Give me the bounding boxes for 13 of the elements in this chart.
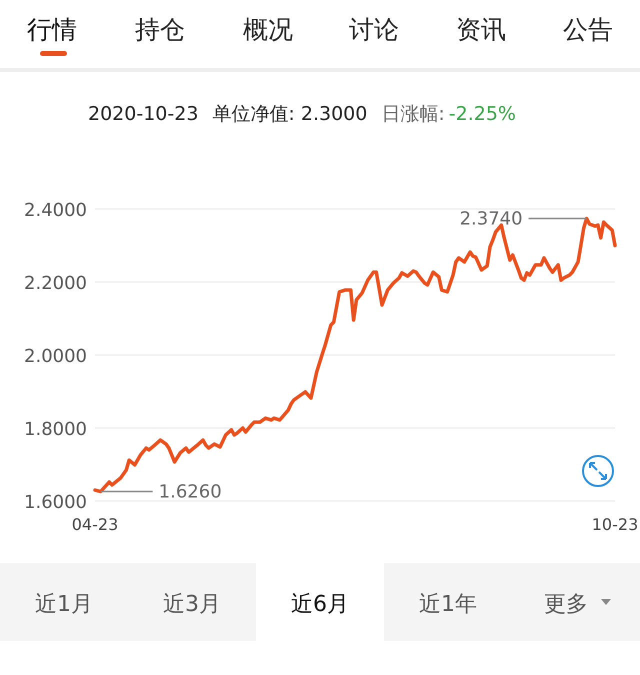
ytick: 2.4000 — [24, 200, 87, 221]
change-value: -2.25% — [448, 103, 516, 125]
change-label: 日涨幅: — [381, 103, 445, 125]
point-note: 1.6260 — [158, 482, 222, 502]
point-note: 2.3740 — [460, 208, 523, 230]
ytick: 2.2000 — [24, 273, 87, 294]
xtick: 04-23 — [72, 515, 118, 534]
title: 2020-10-23 — [88, 103, 198, 125]
ytick: 1.8000 — [24, 419, 87, 440]
ytick: 2.0000 — [24, 346, 87, 367]
subtitle: 单位净值: 2.3000 — [212, 103, 368, 125]
ytick: 1.6000 — [24, 492, 87, 513]
xtick: 10-23 — [592, 515, 638, 534]
